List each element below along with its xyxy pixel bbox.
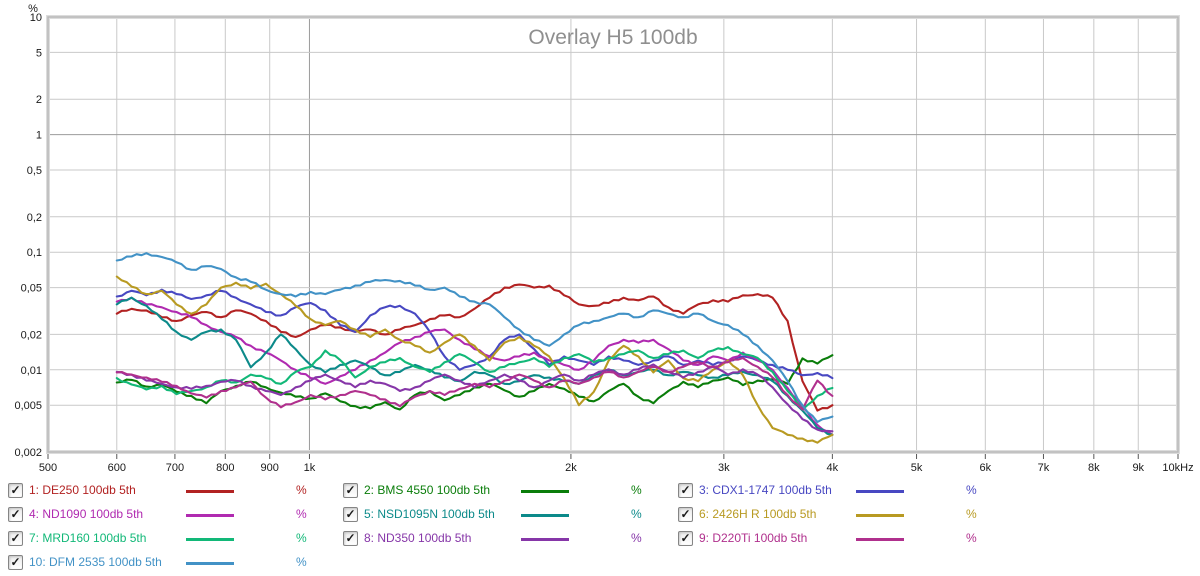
legend-unit-7: %: [296, 531, 307, 545]
x-tick-label: 2k: [565, 462, 577, 474]
legend-checkbox-8[interactable]: ✓: [343, 531, 358, 546]
x-tick-label: 10kHz: [1162, 462, 1193, 474]
series-line-10: [115, 252, 834, 424]
legend-item-10: ✓ 10: DFM 2535 100db 5th%: [8, 554, 342, 574]
y-tick-label: 0,005: [14, 400, 42, 412]
legend-unit-5: %: [631, 507, 642, 521]
legend-color-swatch-5: [521, 514, 569, 517]
y-tick-label: 0,1: [27, 247, 42, 259]
y-tick-label: 0,01: [21, 365, 42, 377]
distortion-overlay-chart: 500 600 700 800 900 1k 2k 3k 4k 5k 6k 7k 8k 9k 10kHz 10…: [14, 3, 1193, 474]
legend-checkbox-3[interactable]: ✓: [678, 483, 693, 498]
plot-area[interactable]: [48, 17, 1178, 452]
legend-label-8[interactable]: 8: ND350 100db 5th: [364, 531, 472, 545]
legend-checkbox-7[interactable]: ✓: [8, 531, 23, 546]
legend-item-3: ✓ 3: CDX1-1747 100db 5th%: [678, 482, 1012, 502]
x-tick-label: 800: [216, 462, 234, 474]
chart-canvas: 500 600 700 800 900 1k 2k 3k 4k 5k 6k 7k 8k 9k 10kHz10…: [14, 3, 1193, 474]
y-axis-unit-label: %: [28, 3, 38, 15]
legend-checkbox-4[interactable]: ✓: [8, 507, 23, 522]
legend-color-swatch-2: [521, 490, 569, 493]
y-tick-label: 0,2: [27, 212, 42, 224]
series-line-7: [115, 346, 834, 411]
y-tick-label: 0,05: [21, 283, 42, 295]
legend: ✓ 1: DE250 100db 5th% ✓ 2: BMS 4550 100db 5…: [0, 478, 1200, 576]
legend-item-7: ✓ 7: MRD160 100db 5th%: [8, 530, 342, 550]
series-line-5: [115, 296, 834, 436]
y-tick-label: 2: [36, 94, 42, 106]
x-tick-label: 6k: [980, 462, 992, 474]
series-line-1: [115, 283, 834, 412]
legend-checkbox-6[interactable]: ✓: [678, 507, 693, 522]
legend-checkbox-10[interactable]: ✓: [8, 555, 23, 570]
legend-item-6: ✓ 6: 2426H R 100db 5th%: [678, 506, 1012, 526]
legend-color-swatch-9: [856, 538, 904, 541]
x-tick-label: 9k: [1132, 462, 1144, 474]
legend-checkbox-9[interactable]: ✓: [678, 531, 693, 546]
legend-label-1[interactable]: 1: DE250 100db 5th: [29, 483, 136, 497]
chart-title: Overlay H5 100db: [528, 26, 697, 49]
legend-label-10[interactable]: 10: DFM 2535 100db 5th: [29, 555, 162, 569]
x-tick-label: 4k: [827, 462, 839, 474]
legend-unit-6: %: [966, 507, 977, 521]
legend-label-7[interactable]: 7: MRD160 100db 5th: [29, 531, 147, 545]
series-line-4: [115, 296, 834, 436]
x-tick-label: 600: [108, 462, 126, 474]
legend-color-swatch-1: [186, 490, 234, 493]
y-tick-label: 1: [36, 130, 42, 142]
legend-item-2: ✓ 2: BMS 4550 100db 5th%: [343, 482, 677, 502]
plot-border: [47, 16, 1179, 453]
legend-item-1: ✓ 1: DE250 100db 5th%: [8, 482, 342, 502]
legend-item-8: ✓ 8: ND350 100db 5th%: [343, 530, 677, 550]
x-tick-label: 1k: [304, 462, 316, 474]
legend-color-swatch-3: [856, 490, 904, 493]
legend-unit-10: %: [296, 555, 307, 569]
legend-item-4: ✓ 4: ND1090 100db 5th%: [8, 506, 342, 526]
legend-color-swatch-4: [186, 514, 234, 517]
legend-item-5: ✓ 5: NSD1095N 100db 5th%: [343, 506, 677, 526]
legend-label-9[interactable]: 9: D220Ti 100db 5th: [699, 531, 808, 545]
y-tick-label: 5: [36, 47, 42, 59]
y-tick-label: 10: [30, 12, 42, 24]
legend-label-6[interactable]: 6: 2426H R 100db 5th: [699, 507, 817, 521]
legend-unit-3: %: [966, 483, 977, 497]
y-tick-label: 0,5: [27, 165, 42, 177]
x-tick-label: 500: [39, 462, 57, 474]
series-line-3: [115, 288, 834, 380]
legend-color-swatch-7: [186, 538, 234, 541]
x-tick-label: 8k: [1088, 462, 1100, 474]
x-tick-label: 5k: [911, 462, 923, 474]
legend-unit-1: %: [296, 483, 307, 497]
legend-color-swatch-10: [186, 562, 234, 565]
legend-label-4[interactable]: 4: ND1090 100db 5th: [29, 507, 144, 521]
axis-ticks-and-labels: 500 600 700 800 900 1k 2k 3k 4k 5k 6k 7k 8k 9k 10kHz10…: [14, 12, 1193, 474]
legend-unit-4: %: [296, 507, 307, 521]
legend-label-2[interactable]: 2: BMS 4550 100db 5th: [364, 483, 491, 497]
x-tick-label: 3k: [718, 462, 730, 474]
x-tick-label: 7k: [1038, 462, 1050, 474]
series-traces: [115, 252, 834, 444]
legend-label-3[interactable]: 3: CDX1-1747 100db 5th: [699, 483, 832, 497]
legend-checkbox-5[interactable]: ✓: [343, 507, 358, 522]
legend-color-swatch-8: [521, 538, 569, 541]
series-line-6: [115, 275, 834, 444]
legend-item-9: ✓ 9: D220Ti 100db 5th%: [678, 530, 1012, 550]
x-tick-label: 700: [166, 462, 184, 474]
legend-unit-8: %: [631, 531, 642, 545]
series-line-9: [115, 356, 834, 411]
y-tick-label: 0,002: [14, 447, 42, 459]
legend-checkbox-1[interactable]: ✓: [8, 483, 23, 498]
legend-label-5[interactable]: 5: NSD1095N 100db 5th: [364, 507, 495, 521]
x-tick-label: 900: [261, 462, 279, 474]
legend-unit-9: %: [966, 531, 977, 545]
legend-checkbox-2[interactable]: ✓: [343, 483, 358, 498]
legend-unit-2: %: [631, 483, 642, 497]
legend-color-swatch-6: [856, 514, 904, 517]
y-tick-label: 0,02: [21, 329, 42, 341]
